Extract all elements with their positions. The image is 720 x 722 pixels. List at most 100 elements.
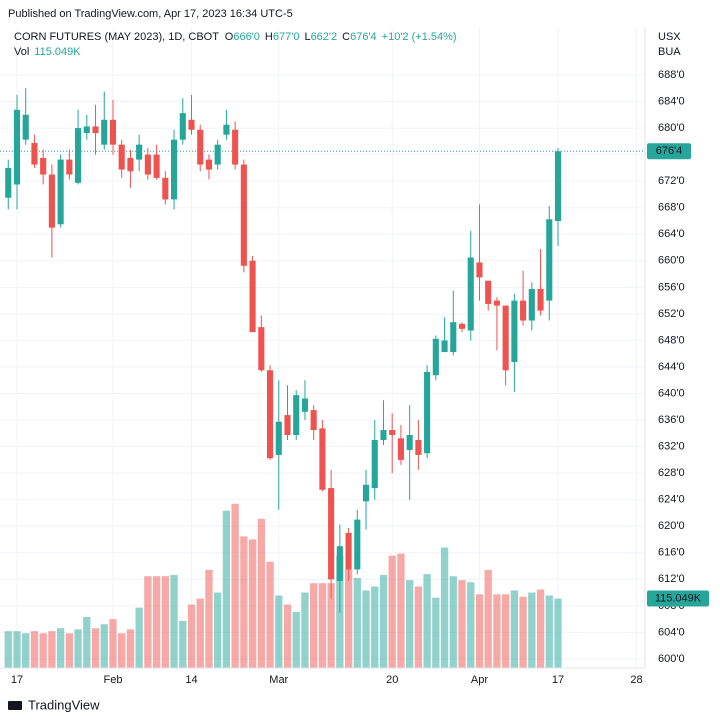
candle-body: [144, 154, 151, 175]
candle-body: [118, 144, 125, 170]
y-tick-label: 640'0: [658, 387, 685, 399]
ohlc-key: H: [265, 31, 273, 43]
candle-body: [258, 327, 265, 371]
candle-body: [432, 338, 439, 376]
volume-bar: [397, 553, 405, 668]
volume-bar: [135, 607, 143, 668]
candle-body: [66, 159, 73, 175]
volume-legend: Vol 115.049K: [14, 46, 81, 58]
legend: CORN FUTURES (MAY 2023), 1D, CBOT O666'0 H…: [14, 31, 457, 43]
candle-body: [424, 371, 431, 454]
ohlc-value: 677'0: [273, 31, 300, 43]
candle-body: [13, 109, 21, 185]
candle-body: [75, 128, 82, 183]
candle-body: [528, 289, 535, 321]
volume-bar: [266, 561, 274, 668]
candle-layer: [5, 88, 562, 613]
brand: TradingView: [28, 697, 100, 712]
volume-bar: [440, 547, 449, 668]
volume-bar: [536, 589, 545, 668]
y-tick-label: 684'0: [658, 95, 685, 107]
x-tick-label: 28: [630, 674, 642, 686]
symbol: CORN FUTURES (MAY 2023), 1D, CBOT: [14, 31, 219, 43]
y-tick-label: 632'0: [658, 441, 685, 453]
y-tick-label: 680'0: [658, 122, 685, 134]
candle-body: [493, 300, 500, 306]
y-tick-label: 612'0: [658, 573, 685, 585]
last-volume-label: 115.049K: [655, 592, 702, 604]
candle-body: [345, 532, 352, 570]
candle-body: [171, 139, 178, 200]
volume-bar: [126, 629, 135, 668]
candle-body: [162, 177, 169, 200]
candle-body: [205, 159, 213, 170]
y-tick-label: 624'0: [658, 494, 685, 506]
volume-bar: [467, 582, 475, 668]
candle-body: [188, 119, 195, 130]
volume-title: Vol: [14, 46, 29, 58]
volume-bar: [353, 578, 361, 668]
x-tick-label: 17: [11, 674, 23, 686]
unit: USX: [658, 31, 681, 43]
candle-body: [520, 300, 527, 321]
change: +10'2 (+1.54%): [382, 31, 457, 43]
y-tick-label: 660'0: [658, 255, 685, 267]
volume-bar: [65, 633, 73, 668]
candle-body: [179, 113, 186, 140]
volume-bar: [344, 568, 353, 668]
candle-body: [31, 143, 38, 165]
volume-layer: [4, 503, 562, 668]
volume-bar: [283, 604, 292, 668]
x-tick-label: Apr: [471, 674, 488, 686]
volume-bar: [301, 592, 309, 668]
volume-bar: [458, 580, 466, 668]
volume-bar: [196, 598, 204, 668]
candle-body: [415, 439, 422, 455]
logo: TradingView: [8, 697, 100, 712]
volume-bar: [22, 633, 30, 668]
y-tick-label: 616'0: [658, 547, 685, 559]
volume-bar: [510, 590, 519, 668]
volume-bar: [222, 510, 231, 668]
volume-bar: [414, 586, 423, 668]
candle-body: [511, 300, 518, 363]
candle-body: [362, 484, 370, 502]
candle-body: [537, 289, 544, 311]
volume-bar: [388, 555, 396, 668]
volume-bar: [275, 595, 283, 668]
volume-bar: [501, 594, 510, 668]
volume-bar: [30, 631, 39, 668]
volume-bar: [493, 594, 501, 668]
y-tick-label: 636'0: [658, 414, 685, 426]
candle-body: [83, 126, 90, 134]
volume-bar: [48, 631, 56, 668]
volume-bar: [109, 619, 117, 668]
x-tick-label: 20: [386, 674, 398, 686]
volume-bar: [231, 503, 239, 668]
volume-bar: [519, 596, 527, 668]
y-tick-label: 656'0: [658, 281, 685, 293]
x-tick-label: 17: [552, 674, 564, 686]
x-tick-label: 14: [185, 674, 197, 686]
candle-body: [354, 519, 361, 570]
volume-bar: [484, 569, 492, 668]
y-tick-label: 664'0: [658, 228, 685, 240]
candle-body: [319, 428, 326, 490]
y-tick-label: 648'0: [658, 334, 685, 346]
candle-body: [301, 398, 309, 412]
candle-body: [232, 129, 239, 165]
candle-body: [57, 159, 64, 225]
volume-bar: [475, 594, 484, 668]
volume-bar: [144, 576, 152, 668]
volume-bar: [214, 592, 222, 668]
published-note: Published on TradingView.com, Apr 17, 20…: [8, 8, 293, 20]
candle-body: [546, 219, 553, 301]
last-volume-box: [647, 590, 709, 607]
volume-bar: [100, 624, 108, 668]
candle-body: [476, 262, 483, 278]
candle-body: [389, 430, 396, 436]
x-tick-label: Mar: [269, 674, 288, 686]
ohlc-value: 662'2: [311, 31, 338, 43]
candle-body: [48, 174, 55, 228]
